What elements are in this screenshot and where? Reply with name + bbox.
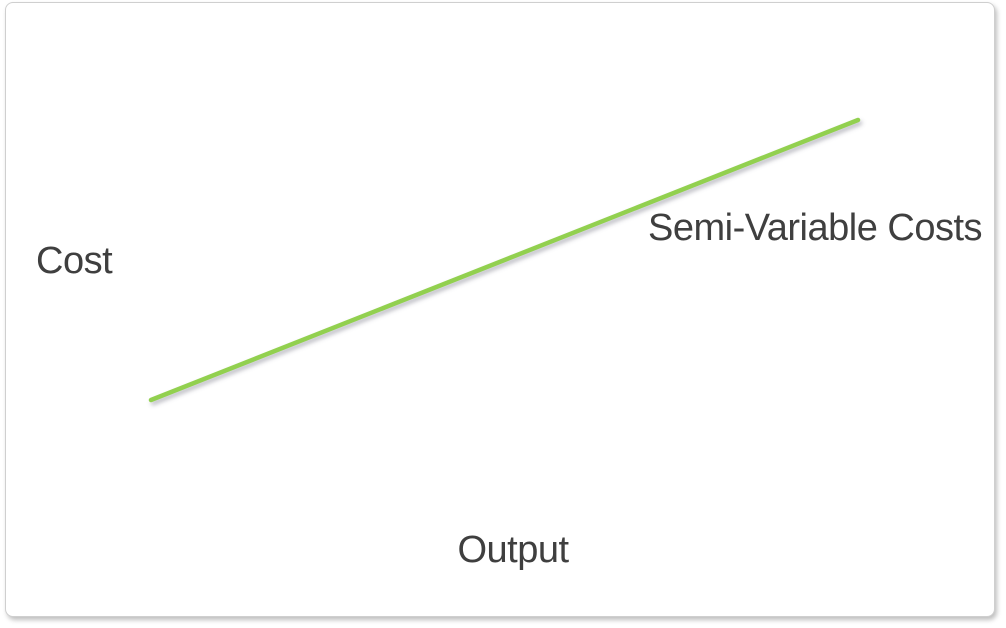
semi-variable-costs-line: [148, 117, 861, 403]
line-annotation-label: Semi-Variable Costs: [648, 207, 983, 249]
y-axis-label: Cost: [36, 240, 113, 282]
x-axis-label: Output: [457, 529, 569, 571]
chart-card: [5, 2, 995, 617]
